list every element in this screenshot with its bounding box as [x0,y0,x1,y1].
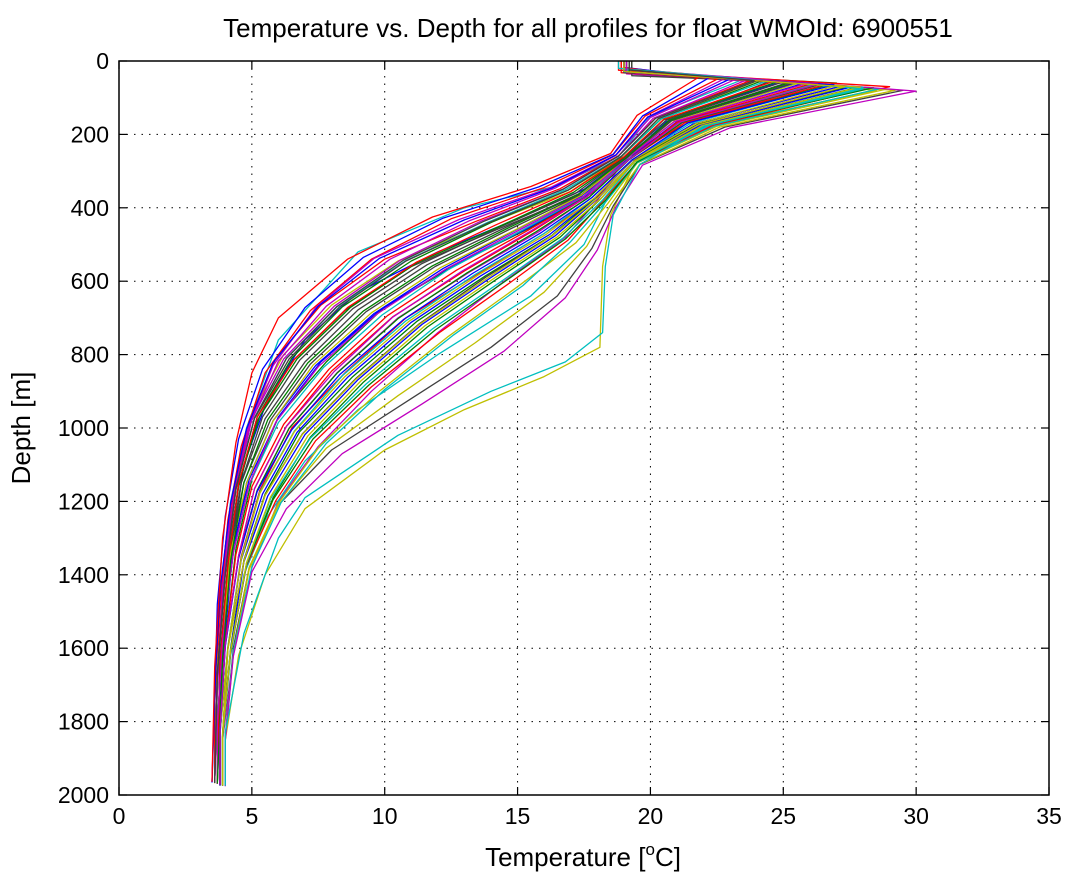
profile-line-40 [224,61,917,787]
profile-line-45 [216,61,774,784]
profile-line-27 [224,61,896,786]
y-tick-label: 200 [71,121,109,147]
profile-line-54 [219,61,819,785]
y-tick-label: 1400 [58,562,109,588]
x-axis-label-unit: C] [655,842,681,872]
x-axis-label-main: Temperature [ [485,842,646,872]
y-tick-label: 0 [96,48,109,74]
profile-line-52 [211,61,699,782]
y-tick-label: 1800 [58,709,109,735]
x-tick-label: 25 [770,803,796,829]
profile-line-34 [219,61,838,786]
y-tick-label: 1000 [58,415,109,441]
x-tick-label: 0 [113,803,126,829]
profile-line-56 [214,61,755,783]
chart-title: Temperature vs. Depth for all profiles f… [223,13,953,43]
x-tick-label: 35 [1036,803,1062,829]
profile-line-41 [216,61,800,784]
profile-line-43 [211,61,731,783]
y-tick-label: 600 [71,268,109,294]
y-tick-label: 1600 [58,635,109,661]
y-tick-label: 800 [71,342,109,368]
x-tick-label: 30 [903,803,929,829]
y-tick-label: 400 [71,195,109,221]
x-axis-label-superscript: o [645,840,654,859]
profile-line-55 [221,61,846,786]
y-tick-label: 1200 [58,488,109,514]
x-tick-label: 5 [245,803,258,829]
profile-line-53 [224,61,864,786]
x-tick-label: 15 [505,803,531,829]
profile-line-48 [221,61,861,786]
x-axis-label: Temperature [oC] [485,840,681,872]
y-tick-label: 2000 [58,782,109,808]
profile-line-51 [216,61,792,784]
profile-line-38 [219,61,811,785]
axis-ticks: 0 5 10 15 20 25 30 35 0 200 400 600 800 1000 1200 1400 1… [58,48,1062,829]
profile-lines [211,61,917,787]
x-tick-label: 20 [638,803,664,829]
x-tick-label: 10 [372,803,398,829]
profile-line-29 [221,61,854,786]
profile-line-26 [214,61,737,783]
y-axis-label: Depth [m] [6,372,36,485]
profile-line-32 [224,61,880,786]
